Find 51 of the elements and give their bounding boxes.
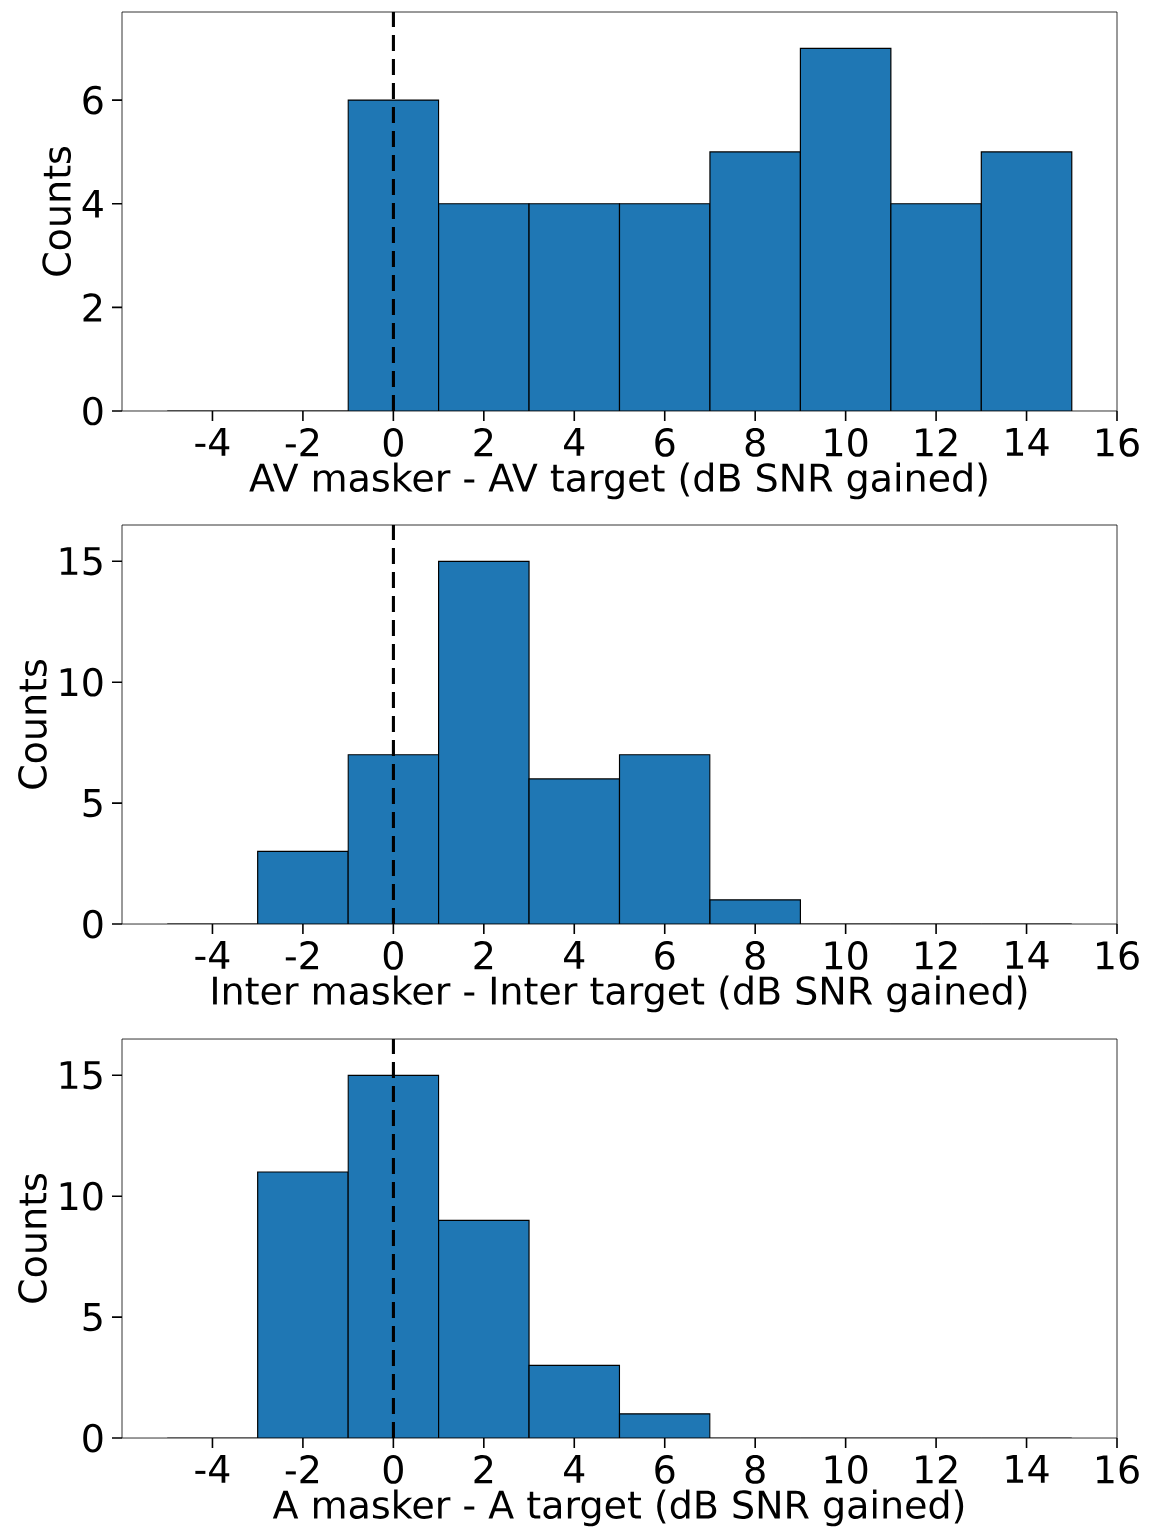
y-tick-label: 15 <box>60 1061 102 1090</box>
y-tick-label: 10 <box>60 1181 103 1211</box>
x-tick-label: -2 <box>285 941 319 970</box>
x-axis-title: AV masker - AV target (dB SNR gained) <box>249 462 987 500</box>
x-tick-label: 4 <box>564 1455 585 1483</box>
x-tick-label: 10 <box>825 1455 868 1484</box>
x-tick-label: -2 <box>285 1455 319 1484</box>
y-axis-title: Counts <box>42 147 72 276</box>
x-tick-label: 16 <box>1096 428 1139 457</box>
x-tick-label: 10 <box>825 941 868 970</box>
x-tick-label: 2 <box>474 941 493 970</box>
y-tick-label: 10 <box>60 667 103 697</box>
y-tick-label: 0 <box>83 1423 103 1453</box>
y-tick-label: 0 <box>83 396 103 426</box>
x-tick-label: 2 <box>474 428 493 457</box>
y-tick-label: 5 <box>83 788 102 818</box>
x-tick-label: 12 <box>916 428 957 457</box>
x-tick-label: 12 <box>916 1455 957 1484</box>
x-tick-label: 6 <box>655 941 675 970</box>
x-tick-label: 14 <box>1006 428 1049 456</box>
x-tick-label: 6 <box>655 1455 675 1484</box>
y-tick-label: 5 <box>83 1302 102 1332</box>
x-tick-label: 16 <box>1096 1455 1139 1484</box>
x-tick-label: 8 <box>745 1455 765 1484</box>
x-tick-label: 8 <box>745 941 765 970</box>
x-tick-label: 0 <box>383 941 403 970</box>
x-tick-label: 14 <box>1006 1455 1049 1483</box>
y-tick-label: 6 <box>83 85 103 115</box>
x-tick-label: 2 <box>474 1455 493 1484</box>
y-axis-title: Counts <box>18 1174 47 1303</box>
x-tick-label: 0 <box>383 428 403 457</box>
x-tick-label: 12 <box>916 941 957 970</box>
x-tick-label: 0 <box>383 1455 403 1484</box>
x-tick-label: 4 <box>564 428 585 456</box>
x-tick-label: 8 <box>745 428 765 457</box>
y-tick-label: 4 <box>82 189 103 218</box>
y-axis-title: Counts <box>18 660 47 789</box>
x-tick-label: 14 <box>1006 941 1049 969</box>
y-tick-label: 0 <box>83 909 103 939</box>
x-tick-label: 10 <box>825 428 868 457</box>
x-axis-title: Inter masker - Inter target (dB SNR gained) <box>213 975 1027 1013</box>
x-tick-label: -2 <box>285 428 319 457</box>
y-tick-label: 15 <box>60 547 102 576</box>
x-tick-label: 4 <box>564 941 585 969</box>
x-tick-label: 16 <box>1096 941 1139 970</box>
x-tick-label: 6 <box>655 428 675 457</box>
y-tick-label: 2 <box>83 293 102 322</box>
x-tick-label: -4 <box>195 1455 230 1483</box>
x-tick-label: -4 <box>195 941 230 969</box>
x-axis-title: A masker - A target (dB SNR gained) <box>272 1489 964 1527</box>
x-tick-label: -4 <box>195 428 230 456</box>
